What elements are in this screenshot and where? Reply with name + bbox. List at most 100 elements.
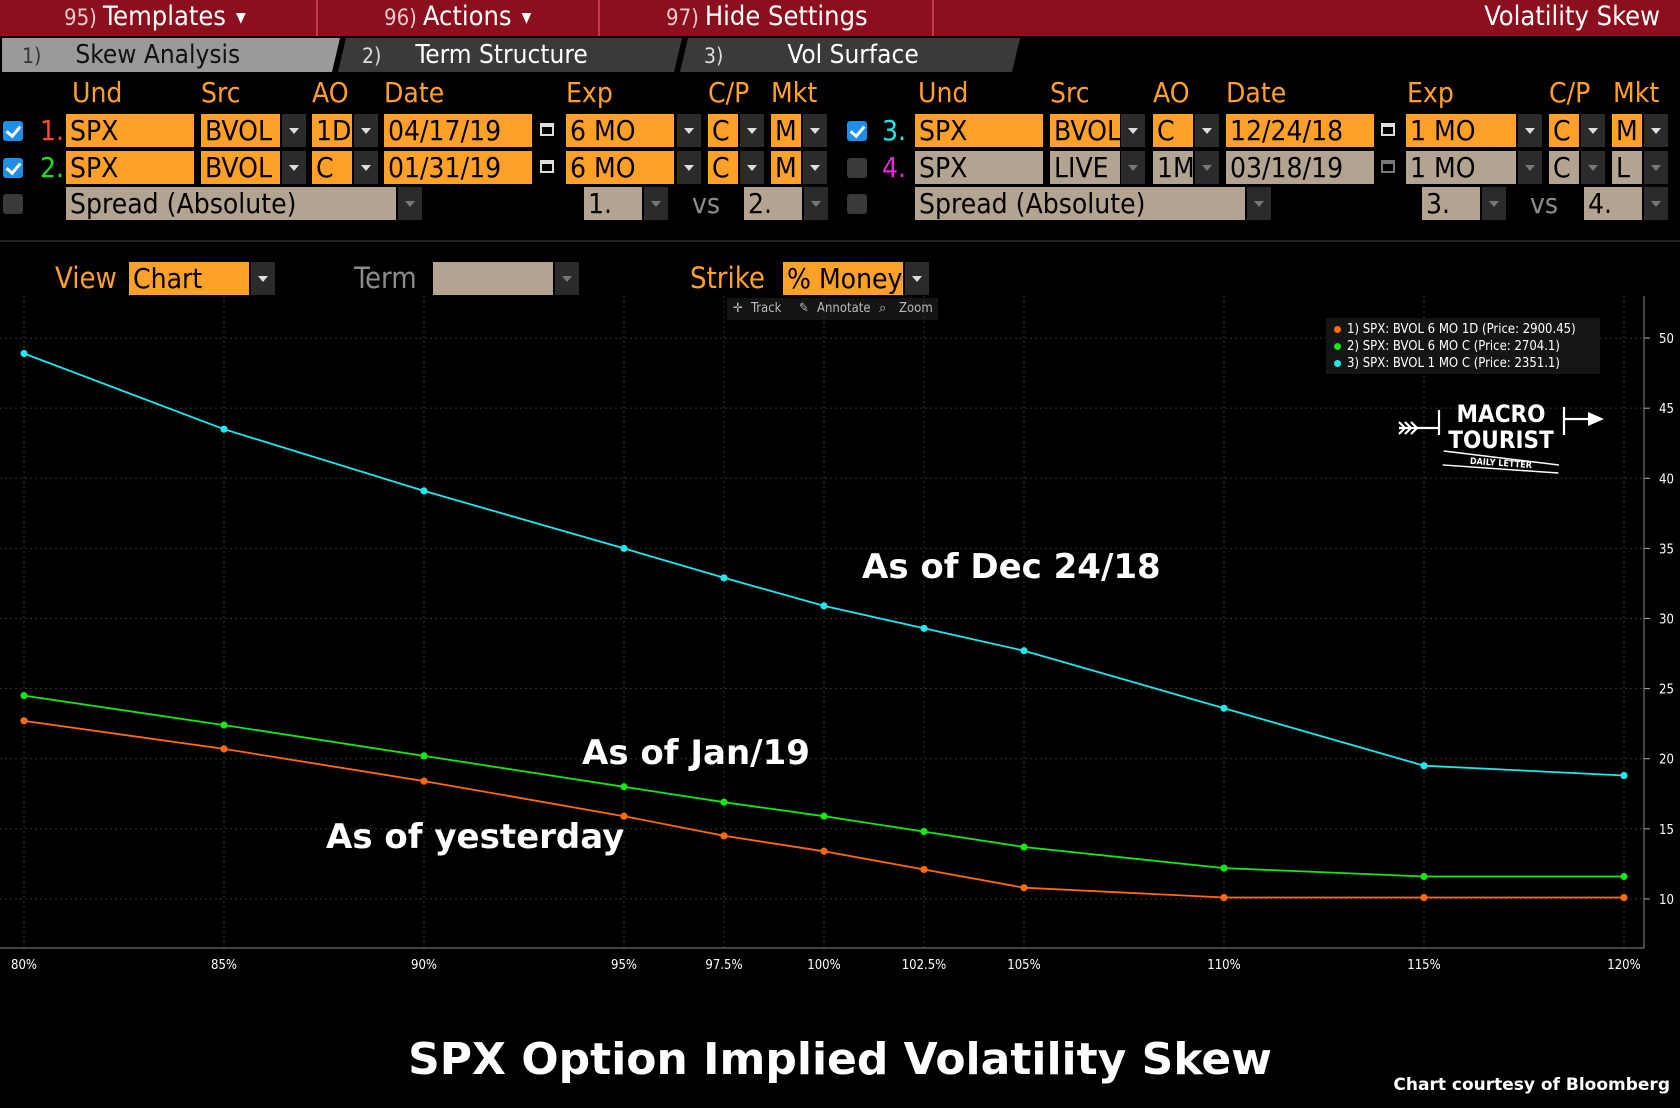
templates-menu-button[interactable]: 95) Templates ▼ [0,0,318,36]
spread-left-checkbox[interactable] [3,194,23,214]
row3-cp-dropdown[interactable] [1581,114,1605,147]
row1-ao-dropdown[interactable] [354,114,378,147]
calendar-icon[interactable] [1378,151,1400,184]
annotate-button[interactable]: Annotate [817,301,871,316]
view-dropdown[interactable] [251,262,275,295]
row2-exp-dropdown[interactable] [677,151,701,184]
track-icon[interactable]: ✛ [733,301,743,316]
row2-ao-dropdown[interactable] [354,151,378,184]
view-select[interactable]: Chart [129,262,249,295]
row4-ao-dropdown[interactable] [1195,151,1219,184]
term-dropdown[interactable] [555,262,579,295]
row2-mkt-field[interactable]: M [771,151,801,184]
row1-exp-field[interactable]: 6 MO [566,114,674,147]
row2-und-field[interactable]: SPX [66,151,194,184]
row1-cp-dropdown[interactable] [740,114,764,147]
row2-ao-field[interactable]: C [312,151,352,184]
row1-checkbox[interactable] [3,121,23,141]
row2-src-field[interactable]: BVOL [201,151,280,184]
row2-cp-field[interactable]: C [708,151,738,184]
strike-dropdown[interactable] [905,262,929,295]
row2-exp-field[interactable]: 6 MO [566,151,674,184]
row3-ao-field[interactable]: C [1153,114,1193,147]
row4-cp-field[interactable]: C [1549,151,1579,184]
row1-src-field[interactable]: BVOL [201,114,280,147]
row4-und-field[interactable]: SPX [915,151,1043,184]
row3-mkt-dropdown[interactable] [1644,114,1668,147]
track-button[interactable]: Track [751,301,782,316]
row4-src-field[interactable]: LIVE [1050,151,1120,184]
spread-left-type-dropdown[interactable] [398,187,422,220]
y-tick-label: 45 [1659,402,1674,417]
strike-select[interactable]: % Money [783,262,903,295]
row4-mkt-dropdown[interactable] [1644,151,1668,184]
row1-und-field[interactable]: SPX [66,114,194,147]
data-point-s3 [720,574,728,582]
row3-exp-field[interactable]: 1 MO [1406,114,1516,147]
zoom-icon[interactable]: ⌕ [879,301,887,316]
actions-menu-button[interactable]: 96) Actions ▼ [318,0,600,36]
row3-exp-dropdown[interactable] [1518,114,1542,147]
row3-src-dropdown[interactable] [1121,114,1145,147]
data-point-s2 [620,783,628,791]
row1-date-field[interactable]: 04/17/19 [384,114,532,147]
calendar-icon[interactable] [537,114,559,147]
row3-mkt-field[interactable]: M [1612,114,1642,147]
calendar-icon[interactable] [1378,114,1400,147]
hide-settings-button[interactable]: 97) Hide Settings [600,0,934,36]
spread-left-a-dropdown[interactable] [644,187,668,220]
spread-left-a[interactable]: 1. [584,187,642,220]
data-point-s1 [20,717,28,725]
logo-ribbon: DAILY LETTER [1442,450,1560,474]
spread-left-b-dropdown[interactable] [804,187,828,220]
spread-right-a-dropdown[interactable] [1482,187,1506,220]
row3-cp-field[interactable]: C [1549,114,1579,147]
row3-und-field[interactable]: SPX [915,114,1043,147]
row4-ao-field[interactable]: 1M [1153,151,1193,184]
term-select[interactable] [433,262,553,295]
spread-left-b[interactable]: 2. [744,187,802,220]
row4-src-dropdown[interactable] [1121,151,1145,184]
row3-src-field[interactable]: BVOL [1050,114,1120,147]
legend-entry-1: 1) SPX: BVOL 6 MO 1D (Price: 2900.45) [1334,321,1576,338]
row4-mkt-field[interactable]: L [1612,151,1642,184]
row1-mkt-field[interactable]: M [771,114,801,147]
tab-skew-analysis[interactable]: 1) Skew Analysis [22,38,332,72]
row3-ao-dropdown[interactable] [1195,114,1219,147]
spread-right-a[interactable]: 3. [1422,187,1480,220]
row4-exp-field[interactable]: 1 MO [1406,151,1516,184]
spread-right-b[interactable]: 4. [1584,187,1642,220]
row2-cp-dropdown[interactable] [740,151,764,184]
row2-src-dropdown[interactable] [282,151,306,184]
row4-checkbox[interactable] [847,158,867,178]
row3-date-field[interactable]: 12/24/18 [1226,114,1374,147]
x-tick-label: 95% [611,958,637,973]
legend-entry-2: 2) SPX: BVOL 6 MO C (Price: 2704.1) [1334,338,1560,355]
row1-src-dropdown[interactable] [282,114,306,147]
spread-right-b-dropdown[interactable] [1644,187,1668,220]
annotate-icon[interactable]: ✎ [799,301,809,316]
data-point-s2 [720,798,728,806]
data-point-s3 [1420,762,1428,770]
row1-cp-field[interactable]: C [708,114,738,147]
tab-vol-surface[interactable]: 3) Vol Surface [704,38,1014,72]
row4-cp-dropdown[interactable] [1581,151,1605,184]
x-tick-label: 110% [1207,958,1240,973]
spread-right-type-dropdown[interactable] [1247,187,1271,220]
row1-exp-dropdown[interactable] [677,114,701,147]
row4-exp-dropdown[interactable] [1518,151,1542,184]
row1-mkt-dropdown[interactable] [803,114,827,147]
chart-grid [0,296,1644,948]
row3-checkbox[interactable] [847,121,867,141]
spread-left-type[interactable]: Spread (Absolute) [66,187,396,220]
tab-term-structure[interactable]: 2) Term Structure [362,38,672,72]
header-date: Date [384,76,445,109]
calendar-icon[interactable] [537,151,559,184]
row1-ao-field[interactable]: 1D [312,114,352,147]
row2-checkbox[interactable] [3,158,23,178]
spread-right-checkbox[interactable] [847,194,867,214]
spread-right-type[interactable]: Spread (Absolute) [915,187,1245,220]
row2-mkt-dropdown[interactable] [803,151,827,184]
row4-date-field[interactable]: 03/18/19 [1226,151,1374,184]
row2-date-field[interactable]: 01/31/19 [384,151,532,184]
